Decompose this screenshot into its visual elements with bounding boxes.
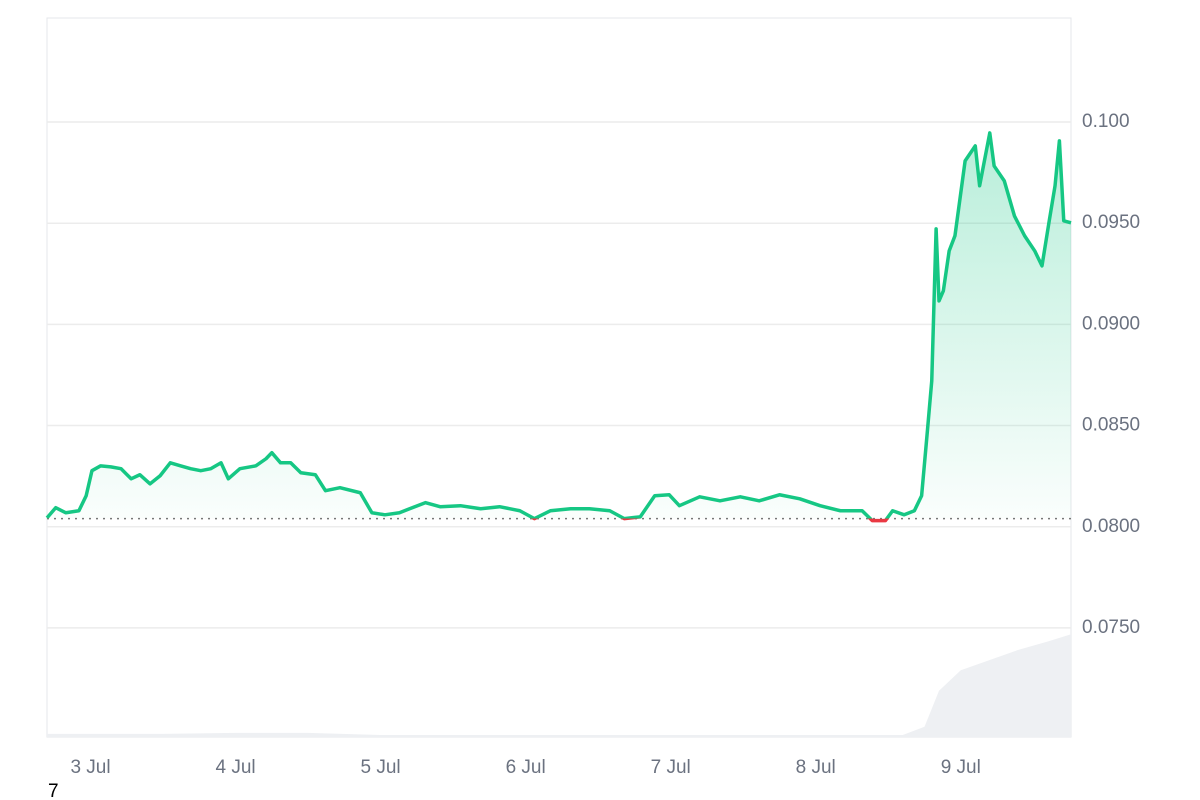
x-tick-label: 6 Jul bbox=[506, 757, 546, 778]
y-tick-label: 0.0800 bbox=[1082, 516, 1140, 537]
y-tick-label: 0.100 bbox=[1082, 111, 1130, 132]
x-tick-label: 8 Jul bbox=[796, 757, 836, 778]
plot-frame bbox=[46, 17, 1072, 738]
x-tick-label: 5 Jul bbox=[361, 757, 401, 778]
footnote: 7 bbox=[48, 781, 59, 800]
y-tick-label: 0.0950 bbox=[1082, 212, 1140, 233]
x-tick-label: 4 Jul bbox=[215, 757, 255, 778]
y-tick-label: 0.0750 bbox=[1082, 617, 1140, 638]
price-line bbox=[45, 131, 1072, 523]
x-tick-label: 9 Jul bbox=[941, 757, 981, 778]
x-tick-label: 3 Jul bbox=[70, 757, 110, 778]
x-tick-label: 7 Jul bbox=[651, 757, 691, 778]
price-area bbox=[47, 132, 1071, 521]
volume-area bbox=[47, 634, 1071, 737]
y-tick-label: 0.0900 bbox=[1082, 313, 1140, 334]
y-tick-label: 0.0850 bbox=[1082, 415, 1140, 436]
